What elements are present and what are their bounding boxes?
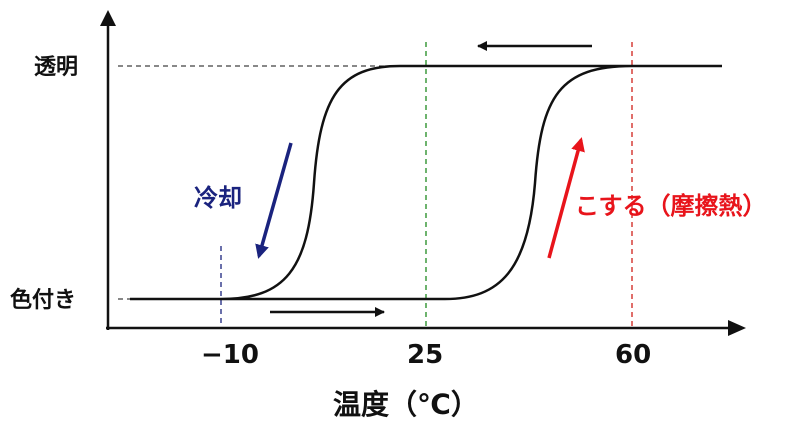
x-axis-title: 温度（℃） <box>333 388 479 421</box>
x-tick-25: 25 <box>407 340 443 370</box>
y-axis-arrowhead <box>100 10 116 26</box>
hysteresis-curve <box>130 64 722 301</box>
y-label-colored: 色付き <box>10 287 76 313</box>
x-tick-60: 60 <box>615 340 651 370</box>
cooling-label: 冷却 <box>194 184 242 212</box>
heating-label: こする（摩擦熱） <box>575 192 767 220</box>
x-tick-minus10: −10 <box>201 340 259 370</box>
cooling-arrow <box>255 142 293 259</box>
x-axis-arrowhead <box>728 320 746 336</box>
y-label-transparent: 透明 <box>34 55 78 80</box>
heating-arrow <box>547 137 585 259</box>
